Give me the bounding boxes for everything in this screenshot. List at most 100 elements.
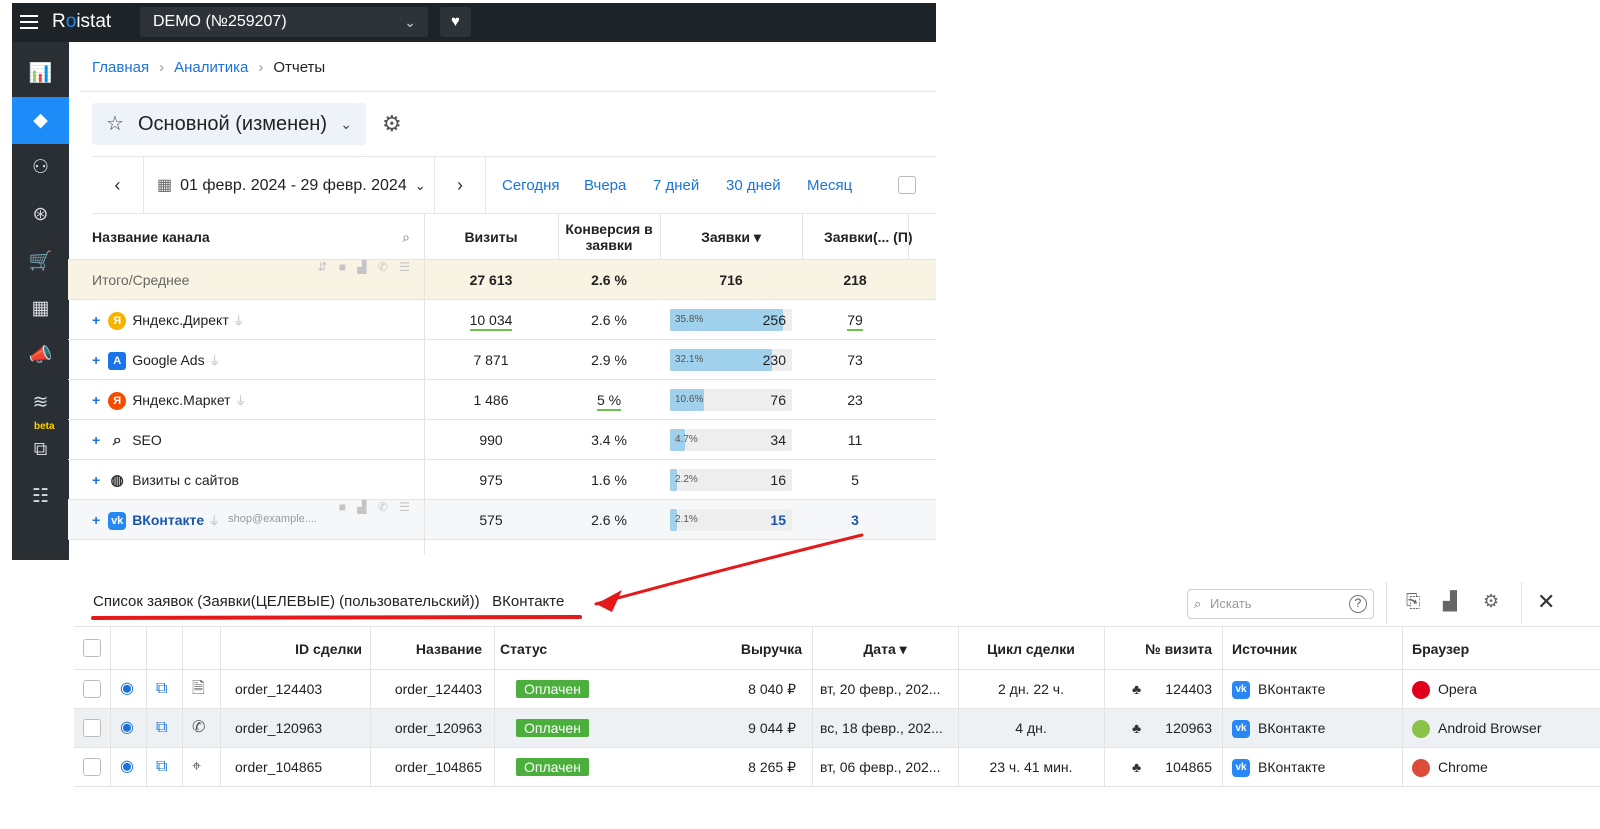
prev-period-button[interactable]: ‹ [92, 157, 144, 214]
conversion-cell: 2.6 % [591, 512, 627, 528]
table-row[interactable]: ◉ ⧉ 🗎 order_124403 order_124403 Оплачен 8 040 … [74, 670, 1600, 709]
stack-icon[interactable]: ≋ [32, 392, 49, 413]
table-row[interactable]: + A Google Ads ⏚ 7 871 2.9 % 32.1% 230 73 [68, 340, 936, 380]
visit-cell[interactable]: 124403 [1165, 681, 1212, 697]
eye-icon[interactable]: ◉ [120, 680, 134, 697]
money-icon[interactable]: ⊛ [32, 204, 49, 225]
sidebar: 📊 ◆ ⚇ ⊛ 🛒 ▦ 📣 ≋ ⧉ beta ☷ [12, 42, 69, 560]
select-all-checkbox[interactable] [83, 639, 101, 657]
calendar-icon[interactable]: ▦ [31, 298, 50, 319]
col-date[interactable]: Дата ▾ [863, 641, 907, 657]
date-range-picker[interactable]: ▦ 01 февр. 2024 - 29 февр. 2024 ⌄ [157, 157, 426, 214]
quick-7-days[interactable]: 7 дней [653, 177, 700, 194]
sitemap-icon[interactable]: ♣ [1132, 759, 1142, 775]
star-icon[interactable]: ☆ [106, 113, 124, 135]
col-browser[interactable]: Браузер [1412, 641, 1470, 657]
structure-icon[interactable]: ⚇ [31, 157, 50, 178]
eye-icon[interactable]: ◉ [120, 719, 134, 736]
quick-month[interactable]: Месяц [807, 177, 853, 194]
quick-yesterday[interactable]: Вчера [584, 177, 627, 194]
channel-name[interactable]: Визиты с сайтов [132, 472, 239, 488]
opera-icon [1412, 681, 1430, 700]
col-visit[interactable]: № визита [1145, 641, 1212, 657]
date-cell: вт, 06 февр., 202... [820, 759, 941, 775]
visits-cell: 7 871 [473, 352, 509, 368]
eye-icon[interactable]: ◉ [120, 758, 134, 775]
channel-name[interactable]: ВКонтакте [132, 512, 205, 528]
col-status[interactable]: Статус [500, 641, 548, 657]
search-input[interactable]: ⌕ Искать ? [1187, 589, 1374, 619]
android-browser-icon [1412, 720, 1430, 739]
gear-icon[interactable]: ⚙ [1483, 591, 1500, 611]
next-period-button[interactable]: › [434, 157, 486, 214]
expand-icon[interactable]: + [92, 352, 101, 368]
megaphone-icon[interactable]: 📣 [28, 345, 53, 366]
project-select[interactable]: DEMO (№259207) ⌄ [140, 7, 428, 37]
col-leads-p[interactable]: Заявки(... (П) [824, 228, 913, 245]
col-leads[interactable]: Заявки ▾ [701, 228, 761, 245]
table-row[interactable]: + Я Яндекс.Маркет ⏚ 1 486 5 % 10.6% 76 23 [68, 380, 936, 420]
row-tools-icons[interactable]: ■ ▟ ✆ ☰ [338, 500, 414, 514]
external-link-icon[interactable]: ⧉ [156, 719, 168, 736]
hamburger-icon[interactable] [20, 11, 38, 33]
col-cycle[interactable]: Цикл сделки [987, 641, 1075, 657]
channel-name[interactable]: SEO [132, 432, 162, 448]
expand-icon[interactable]: + [92, 432, 101, 448]
channel-name[interactable]: Яндекс.Маркет [132, 392, 231, 408]
leads-bar-fill [670, 389, 704, 411]
external-link-icon[interactable]: ⧉ [156, 680, 168, 697]
team-icon[interactable]: ☷ [31, 486, 50, 507]
channel-name[interactable]: Google Ads [132, 352, 205, 368]
table-row[interactable]: + Я Яндекс.Директ ⏚ 10 034 2.6 % 35.8% 256 79 [68, 300, 936, 340]
quick-30-days[interactable]: 30 дней [726, 177, 781, 194]
table-row[interactable]: ◉ ⧉ ✆ order_120963 order_120963 Оплачен 9 044 … [74, 709, 1600, 748]
calendar-icon: ▦ [157, 177, 173, 194]
col-name[interactable]: Название [415, 641, 482, 657]
chart-icon[interactable]: ▟ [1443, 591, 1457, 611]
visit-cell[interactable]: 120963 [1165, 720, 1212, 736]
search-icon[interactable]: ⌕ [402, 228, 410, 245]
channel-name[interactable]: Яндекс.Директ [132, 312, 229, 328]
row-checkbox[interactable] [83, 719, 101, 737]
quick-today[interactable]: Сегодня [502, 177, 560, 194]
breadcrumb-home[interactable]: Главная [92, 59, 150, 76]
table-row[interactable]: + ⌕ SEO 990 3.4 % 4.7% 34 11 [68, 420, 936, 460]
sitemap-icon[interactable]: ♣ [1132, 681, 1142, 697]
row-checkbox[interactable] [83, 758, 101, 776]
user-export-icon[interactable]: ⧉ beta [33, 421, 55, 460]
report-select[interactable]: ☆ Основной (изменен) ⌄ [92, 103, 366, 145]
col-visits[interactable]: Визиты [464, 228, 518, 245]
search-icon: ⌕ [112, 432, 122, 450]
total-leads-p: 218 [843, 272, 867, 288]
row-tools-icons[interactable]: ⇵ ■ ▟ ✆ ☰ [317, 260, 414, 274]
table-row[interactable]: + ◍ Визиты с сайтов 975 1.6 % 2.2% 16 5 [68, 460, 936, 500]
expand-icon[interactable]: + [92, 312, 101, 328]
excel-export-icon[interactable]: ⎘ [1406, 591, 1421, 611]
row-checkbox[interactable] [83, 680, 101, 698]
logo[interactable]: Roistat [52, 11, 112, 32]
sitemap-icon[interactable]: ♣ [1132, 720, 1142, 736]
col-source[interactable]: Источник [1232, 641, 1297, 657]
col-revenue[interactable]: Выручка [740, 641, 802, 657]
col-conversion[interactable]: Конверсия в заявки [565, 220, 653, 253]
layers-icon[interactable]: ◆ [12, 97, 69, 144]
total-leads: 716 [719, 272, 743, 288]
col-deal-id[interactable]: ID сделки [295, 641, 362, 657]
help-icon[interactable]: ? [1349, 595, 1367, 613]
close-icon[interactable]: ✕ [1537, 589, 1556, 614]
table-row[interactable]: ◉ ⧉ ⌖ order_104865 order_104865 Оплачен 8 265 … [74, 748, 1600, 787]
heart-pulse-icon[interactable]: ♥ [440, 7, 471, 37]
visit-cell[interactable]: 104865 [1165, 759, 1212, 775]
cart-icon[interactable]: 🛒 [28, 251, 53, 272]
external-link-icon[interactable]: ⧉ [156, 758, 168, 775]
expand-icon[interactable]: + [92, 472, 101, 488]
analytics-chart-icon[interactable]: 📊 [28, 63, 53, 84]
leads-value[interactable]: 15 [770, 512, 786, 528]
compare-checkbox[interactable] [898, 176, 916, 194]
col-channel[interactable]: Название канала [92, 228, 210, 245]
breadcrumb-analytics[interactable]: Аналитика [174, 59, 249, 76]
gear-icon[interactable]: ⚙ [382, 111, 402, 136]
expand-icon[interactable]: + [92, 512, 101, 528]
expand-icon[interactable]: + [92, 392, 101, 408]
table-row[interactable]: + vk ВКонтакте ⏚ shop@example.... ■ ▟ ✆ ☰ 575 2… [68, 500, 936, 540]
